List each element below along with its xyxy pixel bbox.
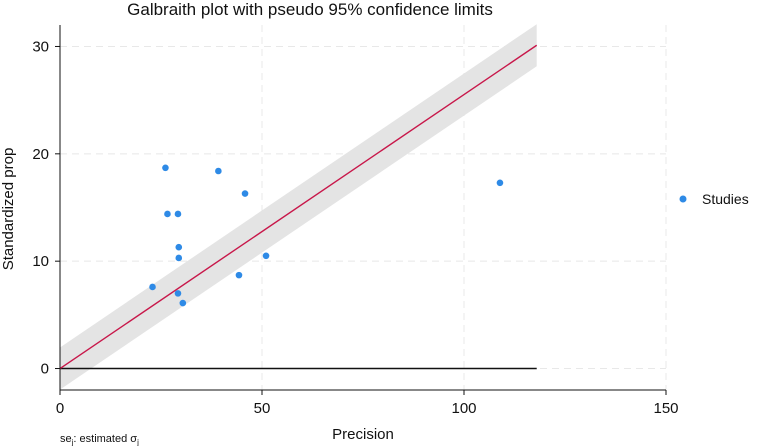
study-points <box>149 164 504 307</box>
legend: Studies <box>679 191 749 207</box>
y-tick-label-10: 10 <box>32 253 49 270</box>
x-axis-title: Precision <box>332 426 394 443</box>
study-point-11 <box>241 190 249 197</box>
x-axis-ticks: 0 50 100 150 <box>56 390 679 417</box>
study-point-3 <box>164 210 171 218</box>
y-tick-label-20: 20 <box>32 146 49 163</box>
footnote-prefix-subscript: j <box>71 438 74 446</box>
study-point-5 <box>175 243 183 251</box>
footnote-suffix-subscript: j <box>136 438 139 446</box>
y-axis-title: Standardized prop <box>0 148 17 271</box>
chart-title: Galbraith plot with pseudo 95% confidenc… <box>127 0 493 19</box>
y-tick-label-30: 30 <box>32 38 49 55</box>
study-point-8 <box>179 299 187 307</box>
footnote-prefix: se <box>60 433 72 445</box>
x-tick-label-100: 100 <box>451 400 476 417</box>
legend-label-studies: Studies <box>702 191 749 207</box>
y-axis-ticks: 0 10 20 30 <box>32 38 60 378</box>
x-tick-label-150: 150 <box>653 400 678 417</box>
study-point-10 <box>235 271 243 279</box>
study-point-7 <box>174 290 182 297</box>
study-point-13 <box>496 179 504 187</box>
legend-marker-studies <box>679 195 687 203</box>
footnote: sej: estimated σj <box>60 433 139 446</box>
study-point-4 <box>174 210 182 218</box>
study-point-12 <box>262 252 270 260</box>
y-tick-label-0: 0 <box>41 361 49 378</box>
study-point-1 <box>149 283 156 291</box>
regression-line <box>59 44 538 370</box>
study-point-6 <box>175 254 183 262</box>
x-tick-label-0: 0 <box>56 400 64 417</box>
study-point-2 <box>162 164 169 172</box>
study-point-9 <box>215 167 222 175</box>
x-tick-label-50: 50 <box>254 400 271 417</box>
footnote-text: : estimated σ <box>73 433 137 445</box>
